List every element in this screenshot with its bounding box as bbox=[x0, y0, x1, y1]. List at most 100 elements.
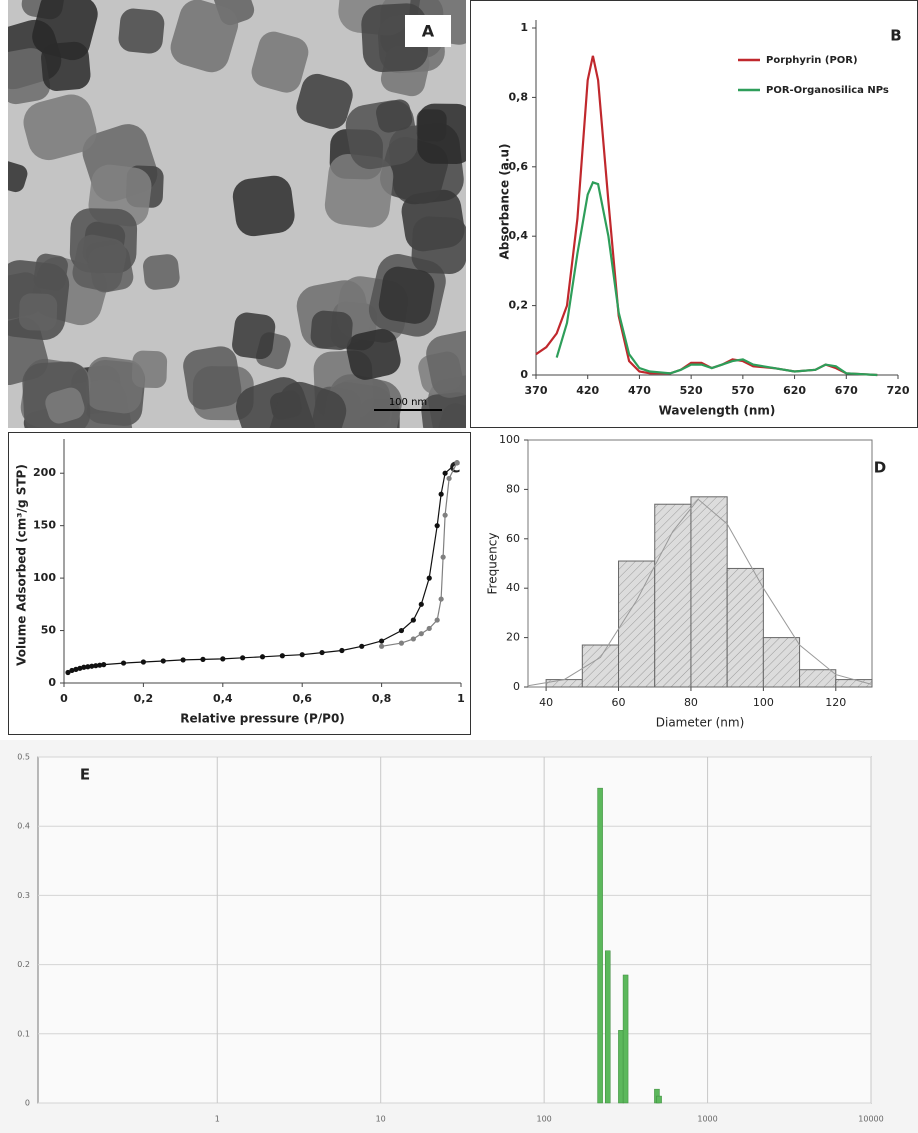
y-tick-label: 0,2 bbox=[509, 299, 529, 312]
x-tick-label: 10000 bbox=[858, 1115, 883, 1124]
marker bbox=[93, 663, 99, 669]
particle bbox=[8, 161, 28, 193]
y-tick-label: 0.2 bbox=[17, 960, 30, 969]
marker bbox=[220, 656, 226, 662]
marker bbox=[426, 625, 432, 632]
marker bbox=[426, 575, 432, 581]
scale-bar-label: 100 nm bbox=[389, 397, 427, 408]
y-tick-label: 0 bbox=[513, 680, 520, 693]
particle bbox=[232, 175, 295, 237]
marker bbox=[73, 666, 79, 672]
x-tick-label: 720 bbox=[887, 384, 910, 397]
marker bbox=[65, 669, 71, 676]
x-tick-label: 1 bbox=[457, 692, 465, 705]
marker bbox=[69, 667, 75, 674]
marker bbox=[434, 523, 440, 529]
particle bbox=[310, 310, 353, 350]
marker bbox=[120, 660, 127, 666]
x-tick-label: 570 bbox=[731, 384, 754, 397]
particle bbox=[19, 293, 58, 331]
plot-frame bbox=[37, 756, 872, 1104]
x-tick-label: 120 bbox=[825, 696, 846, 709]
panel-label: A bbox=[422, 22, 435, 41]
series-line bbox=[67, 462, 458, 674]
y-tick-label: 0.3 bbox=[17, 891, 30, 900]
bar bbox=[622, 974, 629, 1104]
particle bbox=[143, 254, 180, 290]
marker bbox=[398, 640, 405, 646]
particle bbox=[232, 312, 276, 360]
particle bbox=[378, 266, 435, 324]
particle bbox=[41, 41, 91, 91]
marker bbox=[77, 665, 83, 671]
marker bbox=[259, 654, 266, 660]
particle bbox=[170, 0, 239, 73]
y-axis-label: Absorbance (a.u) bbox=[498, 143, 512, 259]
particle bbox=[32, 0, 98, 61]
marker bbox=[442, 470, 448, 476]
panel-label: B bbox=[890, 27, 901, 45]
y-tick-label: 0 bbox=[48, 676, 56, 689]
x-tick-label: 80 bbox=[684, 696, 698, 709]
x-axis-label: Wavelength (nm) bbox=[659, 404, 776, 418]
y-tick-label: 0,8 bbox=[509, 90, 529, 103]
chart: 0 20 40 60 80 100 40 60 80 100 120 Diameter (nm) Fre… bbox=[486, 433, 887, 730]
x-tick-label: 0,6 bbox=[292, 692, 312, 705]
marker bbox=[200, 656, 206, 663]
particle bbox=[376, 99, 413, 133]
marker bbox=[180, 657, 186, 663]
particle bbox=[33, 253, 68, 291]
x-tick-label: 0,8 bbox=[372, 692, 392, 705]
particle bbox=[23, 94, 97, 161]
marker bbox=[446, 475, 452, 482]
x-tick-label: 0,4 bbox=[213, 692, 233, 705]
bar bbox=[656, 1095, 662, 1104]
chart: 0 50 100 150 200 0 0,2 0,4 0,6 0,8 1 Relative press… bbox=[15, 439, 465, 726]
histogram-bar bbox=[545, 679, 583, 688]
panel-frame bbox=[8, 432, 471, 735]
marker bbox=[85, 664, 91, 670]
particles bbox=[8, 0, 466, 428]
bar bbox=[604, 950, 611, 1104]
panel-label-box bbox=[405, 15, 451, 47]
y-tick-label: 0.1 bbox=[17, 1029, 30, 1038]
series-line bbox=[535, 55, 878, 377]
particle bbox=[72, 234, 127, 292]
marker bbox=[438, 596, 444, 602]
marker bbox=[379, 643, 385, 649]
y-axis-label: Volume Adsorbed (cm³/g STP) bbox=[15, 464, 29, 666]
x-tick-label: 370 bbox=[525, 384, 548, 397]
particle bbox=[251, 31, 309, 93]
x-tick-label: 0 bbox=[60, 692, 68, 705]
x-tick-label: 60 bbox=[612, 696, 626, 709]
y-axis-label: Frequency bbox=[486, 533, 500, 595]
x-tick-label: 10 bbox=[376, 1115, 386, 1124]
series-line bbox=[555, 181, 878, 377]
marker bbox=[299, 652, 305, 658]
x-tick-label: 1000 bbox=[697, 1115, 717, 1124]
y-tick-label: 0,6 bbox=[509, 160, 529, 173]
y-tick-label: 60 bbox=[506, 532, 520, 545]
marker bbox=[319, 649, 325, 656]
legend-label: Porphyrin (POR) bbox=[766, 55, 858, 66]
histogram-bar bbox=[799, 669, 837, 688]
particle bbox=[268, 381, 347, 428]
marker bbox=[440, 554, 446, 560]
x-tick-label: 0,2 bbox=[134, 692, 154, 705]
y-tick-label: 0 bbox=[25, 1099, 30, 1108]
marker bbox=[89, 663, 95, 669]
marker bbox=[359, 643, 365, 649]
y-tick-label: 1 bbox=[520, 21, 528, 34]
marker bbox=[81, 664, 87, 670]
marker bbox=[101, 662, 107, 668]
y-tick-label: 0,4 bbox=[509, 229, 529, 242]
x-tick-label: 40 bbox=[539, 696, 553, 709]
particle bbox=[118, 8, 165, 54]
particle bbox=[426, 330, 466, 398]
y-tick-label: 200 bbox=[33, 466, 56, 479]
marker bbox=[442, 512, 448, 518]
particle bbox=[85, 356, 145, 414]
histogram-bar bbox=[618, 560, 656, 688]
series-line bbox=[527, 498, 873, 687]
